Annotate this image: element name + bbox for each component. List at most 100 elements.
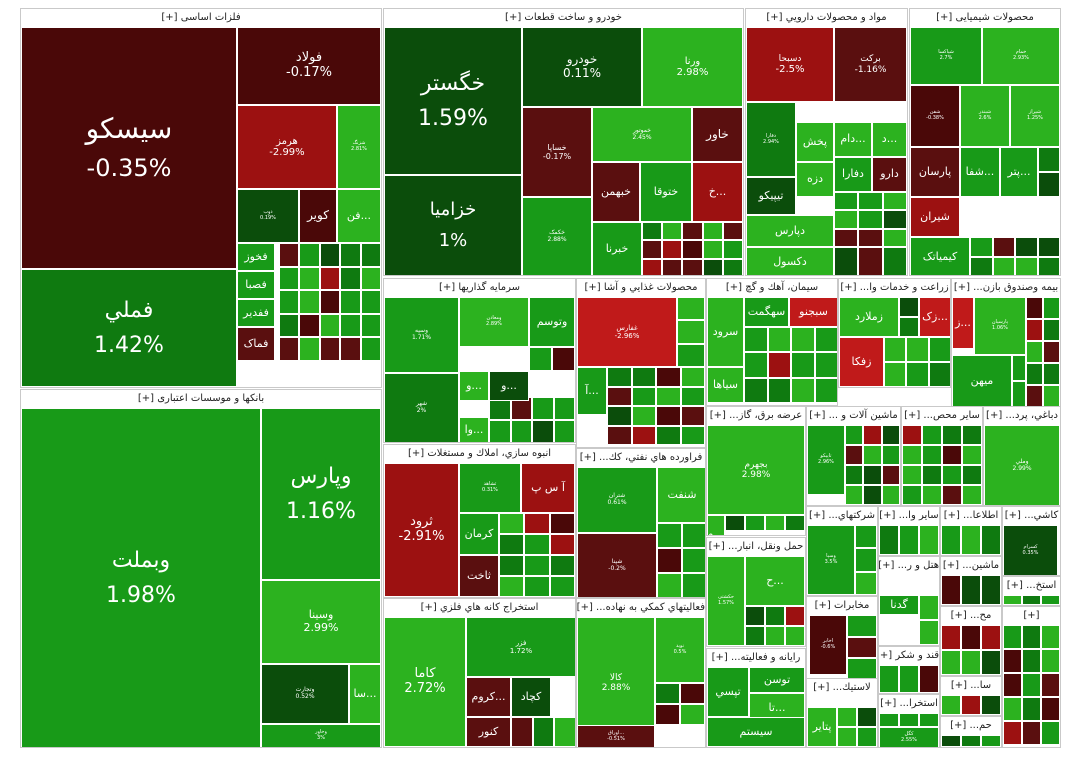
stock-tile[interactable]: و... bbox=[489, 371, 529, 401]
minor-stock-tile[interactable] bbox=[279, 243, 300, 267]
stock-tile[interactable]: برکت -1.16% bbox=[834, 27, 907, 102]
stock-tile[interactable]: آ س پ bbox=[521, 463, 575, 513]
minor-stock-tile[interactable] bbox=[1037, 237, 1060, 257]
minor-stock-tile[interactable] bbox=[722, 258, 743, 275]
minor-stock-tile[interactable] bbox=[961, 650, 981, 675]
minor-stock-tile[interactable] bbox=[941, 625, 961, 650]
sector-title[interactable]: مح... [+] bbox=[941, 607, 1001, 625]
minor-stock-tile[interactable] bbox=[765, 515, 785, 531]
stock-tile[interactable]: وتوسم bbox=[529, 297, 575, 347]
minor-stock-tile[interactable] bbox=[899, 713, 919, 727]
sector-title[interactable]: حم... [+] bbox=[941, 717, 1001, 735]
stock-tile[interactable]: و... bbox=[707, 515, 725, 535]
sector-title[interactable]: سا... [+] bbox=[941, 677, 1001, 695]
stock-tile[interactable]: نوید 0.5% bbox=[655, 617, 705, 683]
minor-stock-tile[interactable] bbox=[662, 258, 683, 275]
minor-stock-tile[interactable] bbox=[981, 650, 1001, 675]
minor-stock-tile[interactable] bbox=[524, 555, 550, 576]
sector-title[interactable]: استخرا... [+] bbox=[879, 695, 939, 713]
minor-stock-tile[interactable] bbox=[677, 320, 705, 344]
sector-title[interactable]: هتل و ر... [+] bbox=[879, 557, 939, 575]
minor-stock-tile[interactable] bbox=[702, 222, 723, 241]
minor-stock-tile[interactable] bbox=[1043, 319, 1060, 341]
minor-stock-tile[interactable] bbox=[858, 210, 883, 229]
minor-stock-tile[interactable] bbox=[847, 658, 877, 680]
minor-stock-tile[interactable] bbox=[942, 465, 962, 485]
minor-stock-tile[interactable] bbox=[1026, 319, 1043, 341]
minor-stock-tile[interactable] bbox=[1026, 297, 1043, 319]
minor-stock-tile[interactable] bbox=[340, 290, 361, 314]
sector-21[interactable]: استخراج كانه هاي فلزي [+] کاما 2.72% فزر 1.7… bbox=[383, 598, 576, 748]
sector-3[interactable]: محصولات شیمیایی [+] شپاکسا 2.7% خمام 2.93% شف… bbox=[909, 8, 1061, 276]
minor-stock-tile[interactable] bbox=[863, 425, 882, 445]
minor-stock-tile[interactable] bbox=[549, 513, 575, 534]
stock-tile[interactable]: ثشاهد 0.31% bbox=[459, 463, 521, 513]
stock-tile[interactable]: زملارد bbox=[839, 297, 899, 337]
minor-stock-tile[interactable] bbox=[1041, 595, 1060, 605]
minor-stock-tile[interactable] bbox=[961, 695, 981, 715]
stock-tile[interactable]: پارسیان 1.06% bbox=[974, 297, 1026, 355]
stock-tile[interactable]: پتر... bbox=[1000, 147, 1038, 197]
sector-title[interactable]: كاشي... [+] bbox=[1003, 507, 1060, 525]
stock-tile[interactable]: خبرنا bbox=[592, 222, 642, 275]
sector-19[interactable]: اطلاعا... [+] bbox=[940, 506, 1002, 556]
sector-title[interactable]: بانکها و موسسات اعتباری [+] bbox=[21, 390, 381, 408]
stock-tile[interactable]: دفارا bbox=[834, 157, 872, 192]
minor-stock-tile[interactable] bbox=[1041, 625, 1060, 649]
minor-stock-tile[interactable] bbox=[765, 626, 785, 646]
minor-stock-tile[interactable] bbox=[961, 735, 981, 747]
minor-stock-tile[interactable] bbox=[1026, 363, 1043, 385]
sector-15[interactable]: دباغي، پرد... [+] وملي 2.99% bbox=[983, 406, 1061, 506]
minor-stock-tile[interactable] bbox=[360, 266, 381, 291]
sector-title[interactable]: فعاليتهاي كمكي به نهاده... [+] bbox=[577, 599, 705, 617]
minor-stock-tile[interactable] bbox=[682, 573, 705, 597]
stock-tile[interactable]: آ... bbox=[577, 367, 607, 415]
stock-tile[interactable]: پارسان bbox=[910, 147, 960, 197]
minor-stock-tile[interactable] bbox=[814, 377, 837, 403]
minor-stock-tile[interactable] bbox=[340, 313, 361, 338]
stock-tile[interactable]: حکشتی 1.57% bbox=[707, 556, 745, 646]
sector-title[interactable]: دباغي، پرد... [+] bbox=[984, 407, 1060, 425]
stock-tile[interactable]: کسرام 0.35% bbox=[1003, 525, 1058, 575]
sector-30[interactable]: استخرا... [+] کگل 2.55% bbox=[878, 694, 940, 748]
minor-stock-tile[interactable] bbox=[922, 485, 942, 505]
minor-stock-tile[interactable] bbox=[360, 337, 381, 361]
minor-stock-tile[interactable] bbox=[340, 266, 361, 291]
minor-stock-tile[interactable] bbox=[941, 650, 961, 675]
minor-stock-tile[interactable] bbox=[279, 313, 300, 338]
minor-stock-tile[interactable] bbox=[837, 707, 857, 727]
minor-stock-tile[interactable] bbox=[1003, 649, 1022, 673]
minor-stock-tile[interactable] bbox=[981, 695, 1001, 715]
sector-20[interactable]: كاشي... [+] کسرام 0.35% bbox=[1002, 506, 1061, 576]
stock-tile[interactable]: وخاور 3% bbox=[261, 724, 381, 747]
minor-stock-tile[interactable] bbox=[662, 240, 683, 259]
minor-stock-tile[interactable] bbox=[549, 534, 575, 555]
minor-stock-tile[interactable] bbox=[902, 425, 922, 445]
stock-tile[interactable]: شیران bbox=[910, 197, 960, 237]
stock-tile[interactable]: دام... bbox=[834, 122, 872, 157]
minor-stock-tile[interactable] bbox=[855, 525, 877, 549]
sector-10[interactable]: انبوه سازي، املاك و مستغلات [+] ثرود -2.91… bbox=[383, 444, 576, 598]
minor-stock-tile[interactable] bbox=[919, 620, 939, 645]
minor-stock-tile[interactable] bbox=[680, 425, 705, 445]
sector-8[interactable]: زراعت و خدمات وا... [+] زملارد زفکا زک... bbox=[838, 278, 951, 388]
minor-stock-tile[interactable] bbox=[631, 425, 656, 445]
minor-stock-tile[interactable] bbox=[299, 290, 320, 314]
sector-0[interactable]: فلزات اساسی [+] سیسکو -0.35% فولاد -0.17% فمل… bbox=[20, 8, 382, 388]
minor-stock-tile[interactable] bbox=[906, 362, 929, 387]
minor-stock-tile[interactable] bbox=[745, 626, 765, 646]
minor-stock-tile[interactable] bbox=[857, 727, 877, 747]
stock-tile[interactable]: خموتور 2.45% bbox=[592, 107, 692, 162]
sector-4[interactable]: بانکها و موسسات اعتباری [+] وپارس 1.16% وبم… bbox=[20, 389, 382, 748]
minor-stock-tile[interactable] bbox=[847, 615, 877, 637]
stock-tile[interactable]: وسپه 1.71% bbox=[384, 297, 459, 373]
sector-13[interactable]: ماشين آلات و ... [+] تاپیکو 2.96% bbox=[806, 406, 901, 506]
minor-stock-tile[interactable] bbox=[1041, 697, 1060, 721]
minor-stock-tile[interactable] bbox=[657, 523, 682, 548]
stock-tile[interactable]: سرود bbox=[707, 297, 744, 367]
minor-stock-tile[interactable] bbox=[744, 377, 768, 403]
sector-title[interactable]: لاستيك... [+] bbox=[807, 679, 877, 697]
minor-stock-tile[interactable] bbox=[879, 713, 899, 727]
minor-stock-tile[interactable] bbox=[791, 377, 815, 403]
minor-stock-tile[interactable] bbox=[499, 576, 525, 597]
